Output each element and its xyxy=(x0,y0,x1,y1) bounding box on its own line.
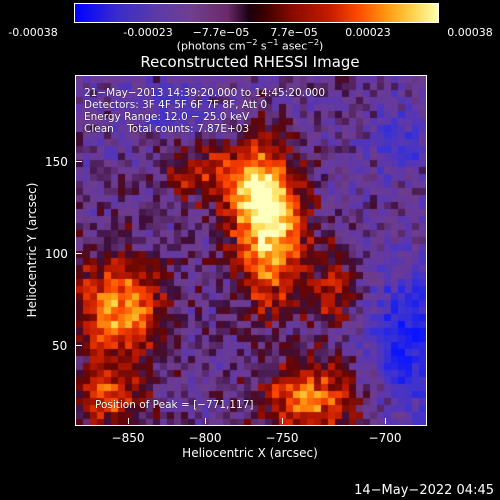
colorbar-tick-label: 7.7e−05 xyxy=(270,26,318,39)
colorbar-tick-label: −7.7e−05 xyxy=(192,26,250,39)
y-tick-mark xyxy=(76,161,82,162)
x-axis-label: Heliocentric X (arcsec) xyxy=(182,446,318,460)
y-tick-mark xyxy=(76,253,82,254)
energy-range: Energy Range: 12.0 − 25.0 keV xyxy=(84,111,250,123)
image-plot: 21−May−2013 14:39:20.000 to 14:45:20.000… xyxy=(75,75,427,426)
clean-total-counts: Clean Total counts: 7.87E+03 xyxy=(84,123,250,135)
colorbar-tick-label: -0.00038 xyxy=(8,26,58,39)
colorbar-tick-label: 0.00023 xyxy=(345,26,391,39)
colorbar-tick-label: 0.00038 xyxy=(447,26,493,39)
x-tick-mark xyxy=(282,418,283,424)
y-tick-label: 50 xyxy=(52,339,68,353)
x-tick-label: −850 xyxy=(111,431,145,445)
x-tick-mark xyxy=(205,418,206,424)
timestamp: 14−May−2022 04:45 xyxy=(354,483,494,498)
colorbar xyxy=(74,3,439,23)
peak-position: Position of Peak = [−771,117] xyxy=(95,399,254,411)
y-tick-label: 100 xyxy=(45,247,68,261)
observation-time: 21−May−2013 14:39:20.000 to 14:45:20.000 xyxy=(84,87,326,99)
y-axis-label: Heliocentric Y (arcsec) xyxy=(25,182,39,318)
x-tick-mark xyxy=(128,418,129,424)
x-tick-label: −800 xyxy=(188,431,222,445)
x-tick-label: −700 xyxy=(368,431,402,445)
colorbar-units: (photons cm−2 s−1 asec−2) xyxy=(176,38,324,53)
x-tick-label: −750 xyxy=(265,431,299,445)
x-tick-mark xyxy=(385,418,386,424)
y-tick-label: 150 xyxy=(45,155,68,169)
detectors-info: Detectors: 3F 4F 5F 6F 7F 8F, Att 0 xyxy=(84,99,268,111)
y-tick-mark xyxy=(76,345,82,346)
rhessi-heatmap xyxy=(76,76,426,425)
colorbar-tick-label: -0.00023 xyxy=(123,26,173,39)
image-title: Reconstructed RHESSI Image xyxy=(140,53,360,71)
